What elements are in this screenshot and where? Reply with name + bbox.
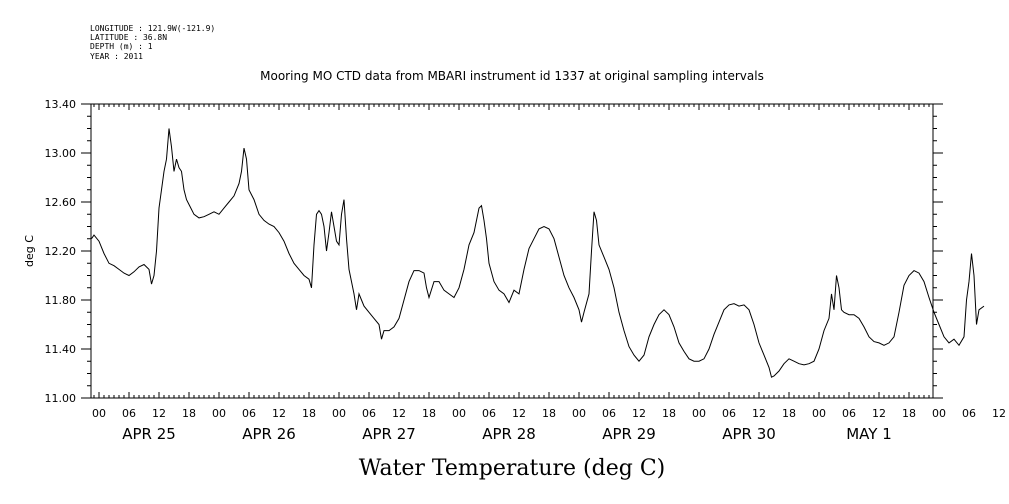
x-tick-label: 12 [512,407,526,420]
axis-ticks [81,103,943,399]
longitude-text: LONGITUDE : 121.9W(-121.9) [90,24,215,33]
y-axis-label: deg C [23,235,36,267]
x-tick-label: 12 [272,407,286,420]
x-tick-label: 18 [542,407,556,420]
x-tick-label: 12 [992,407,1006,420]
y-tick-label: 11.00 [45,392,77,405]
series-line [91,128,985,378]
x-tick-label: 06 [362,407,376,420]
x-tick-label: 06 [482,407,496,420]
day-label: APR 26 [242,425,296,443]
x-tick-label: 12 [632,407,646,420]
x-tick-label: 00 [212,407,226,420]
x-tick-label: 00 [692,407,706,420]
y-tick-label: 13.00 [45,147,77,160]
day-labels: APR 25 APR 26 APR 27 APR 28 APR 29 APR 30 MAY … [122,425,892,443]
depth-text: DEPTH (m) : 1 [90,42,153,51]
x-tick-label: 00 [812,407,826,420]
y-tick-label: 12.60 [45,196,77,209]
x-tick-label: 06 [722,407,736,420]
y-tick-label: 11.80 [45,294,77,307]
x-tick-label: 12 [752,407,766,420]
x-tick-label: 18 [302,407,316,420]
x-tick-label: 06 [122,407,136,420]
x-tick-label: 12 [872,407,886,420]
day-label: APR 25 [122,425,176,443]
day-label: APR 27 [362,425,416,443]
x-tick-label: 06 [602,407,616,420]
x-tick-label: 06 [842,407,856,420]
x-tick-label: 18 [662,407,676,420]
x-tick-label: 06 [242,407,256,420]
day-label: APR 29 [602,425,656,443]
y-tick-label: 11.40 [45,343,77,356]
x-axis-label: Water Temperature (deg C) [359,456,666,481]
x-tick-label: 00 [452,407,466,420]
latitude-text: LATITUDE : 36.8N [90,33,167,42]
y-tick-label: 12.20 [45,245,77,258]
day-label: APR 30 [722,425,776,443]
x-tick-label: 18 [902,407,916,420]
x-tick-label: 00 [92,407,106,420]
x-tick-label: 00 [332,407,346,420]
x-tick-label: 12 [392,407,406,420]
x-tick-labels: 00 06 12 18 00 06 12 18 00 06 12 18 00 06 12 18 00 06 12 18… [92,407,1006,420]
x-tick-label: 12 [152,407,166,420]
chart-title: Mooring MO CTD data from MBARI instrumen… [260,69,764,83]
y-tick-label: 13.40 [45,98,77,111]
year-text: YEAR : 2011 [90,52,143,61]
x-tick-label: 18 [182,407,196,420]
x-tick-label: 00 [572,407,586,420]
plot-frame [90,103,934,399]
x-tick-label: 18 [782,407,796,420]
day-label: APR 28 [482,425,536,443]
y-tick-labels: 11.00 11.40 11.80 12.20 12.60 13.00 13.40 [45,98,77,405]
x-tick-label: 18 [422,407,436,420]
x-tick-label: 06 [962,407,976,420]
day-label: MAY 1 [846,425,892,443]
x-tick-label: 00 [932,407,946,420]
